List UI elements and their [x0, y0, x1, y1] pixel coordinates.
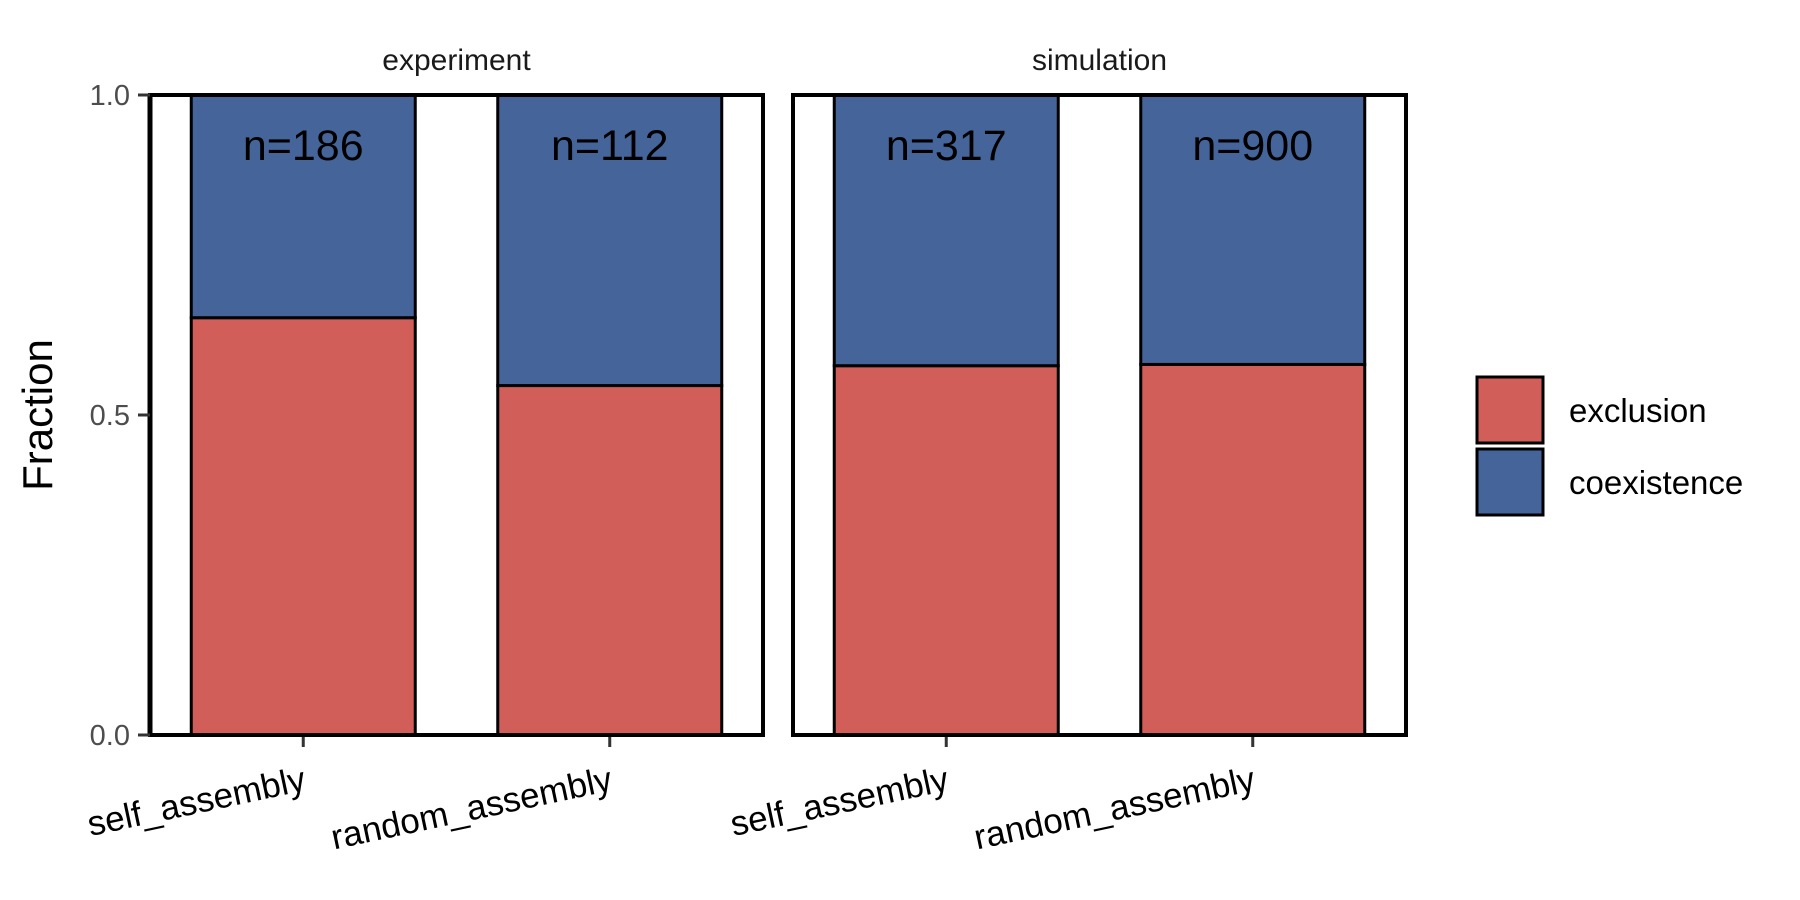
bar-exclusion-simulation-self_assembly [832, 364, 1060, 737]
legend-key-coexistence [1475, 447, 1545, 517]
legend-label-exclusion: exclusion [1569, 392, 1707, 429]
legend-label-coexistence: coexistence [1569, 464, 1743, 501]
y-tick-label-0.5: 0.5 [90, 400, 130, 432]
bar-coexistence-experiment-random_assembly [496, 93, 724, 388]
n-label-simulation-self_assembly: n=317 [886, 122, 1007, 170]
x-tick-label-experiment-self_assembly: self_assembly [84, 760, 310, 844]
y-tick-label-1.0: 1.0 [90, 80, 130, 112]
legend: exclusion coexistence [1475, 375, 1743, 517]
bar-coexistence-simulation-self_assembly [832, 93, 1060, 368]
n-label-experiment-self_assembly: n=186 [243, 122, 364, 170]
x-tick-label-simulation-random_assembly: random_assembly [971, 760, 1259, 858]
y-tick-label-0.0: 0.0 [90, 720, 130, 752]
bar-exclusion-experiment-self_assembly [189, 316, 417, 737]
panel-border-simulation [791, 93, 1408, 737]
bar-coexistence-simulation-random_assembly [1139, 93, 1367, 366]
n-label-simulation-random_assembly: n=900 [1192, 122, 1313, 170]
facet-panels: experiment n=186 self_assembly n=112 random_… [84, 44, 1408, 858]
bar-exclusion-simulation-random_assembly [1139, 362, 1367, 737]
panel-simulation: simulation n=317 self_assembly n=900 random_… [727, 44, 1408, 858]
panel-title-simulation: simulation [1032, 44, 1167, 77]
n-label-experiment-random_assembly: n=112 [551, 122, 669, 170]
x-tick-label-experiment-random_assembly: random_assembly [328, 760, 616, 858]
x-tick-label-simulation-self_assembly: self_assembly [727, 760, 953, 844]
legend-key-exclusion [1475, 375, 1545, 445]
bar-exclusion-experiment-random_assembly [496, 384, 724, 737]
y-axis-label: Fraction [14, 339, 61, 491]
panel-experiment: experiment n=186 self_assembly n=112 random_… [84, 44, 765, 858]
panel-title-experiment: experiment [382, 44, 531, 77]
y-axis: 0.0 0.5 1.0 [90, 80, 153, 752]
bar-coexistence-experiment-self_assembly [189, 93, 417, 320]
